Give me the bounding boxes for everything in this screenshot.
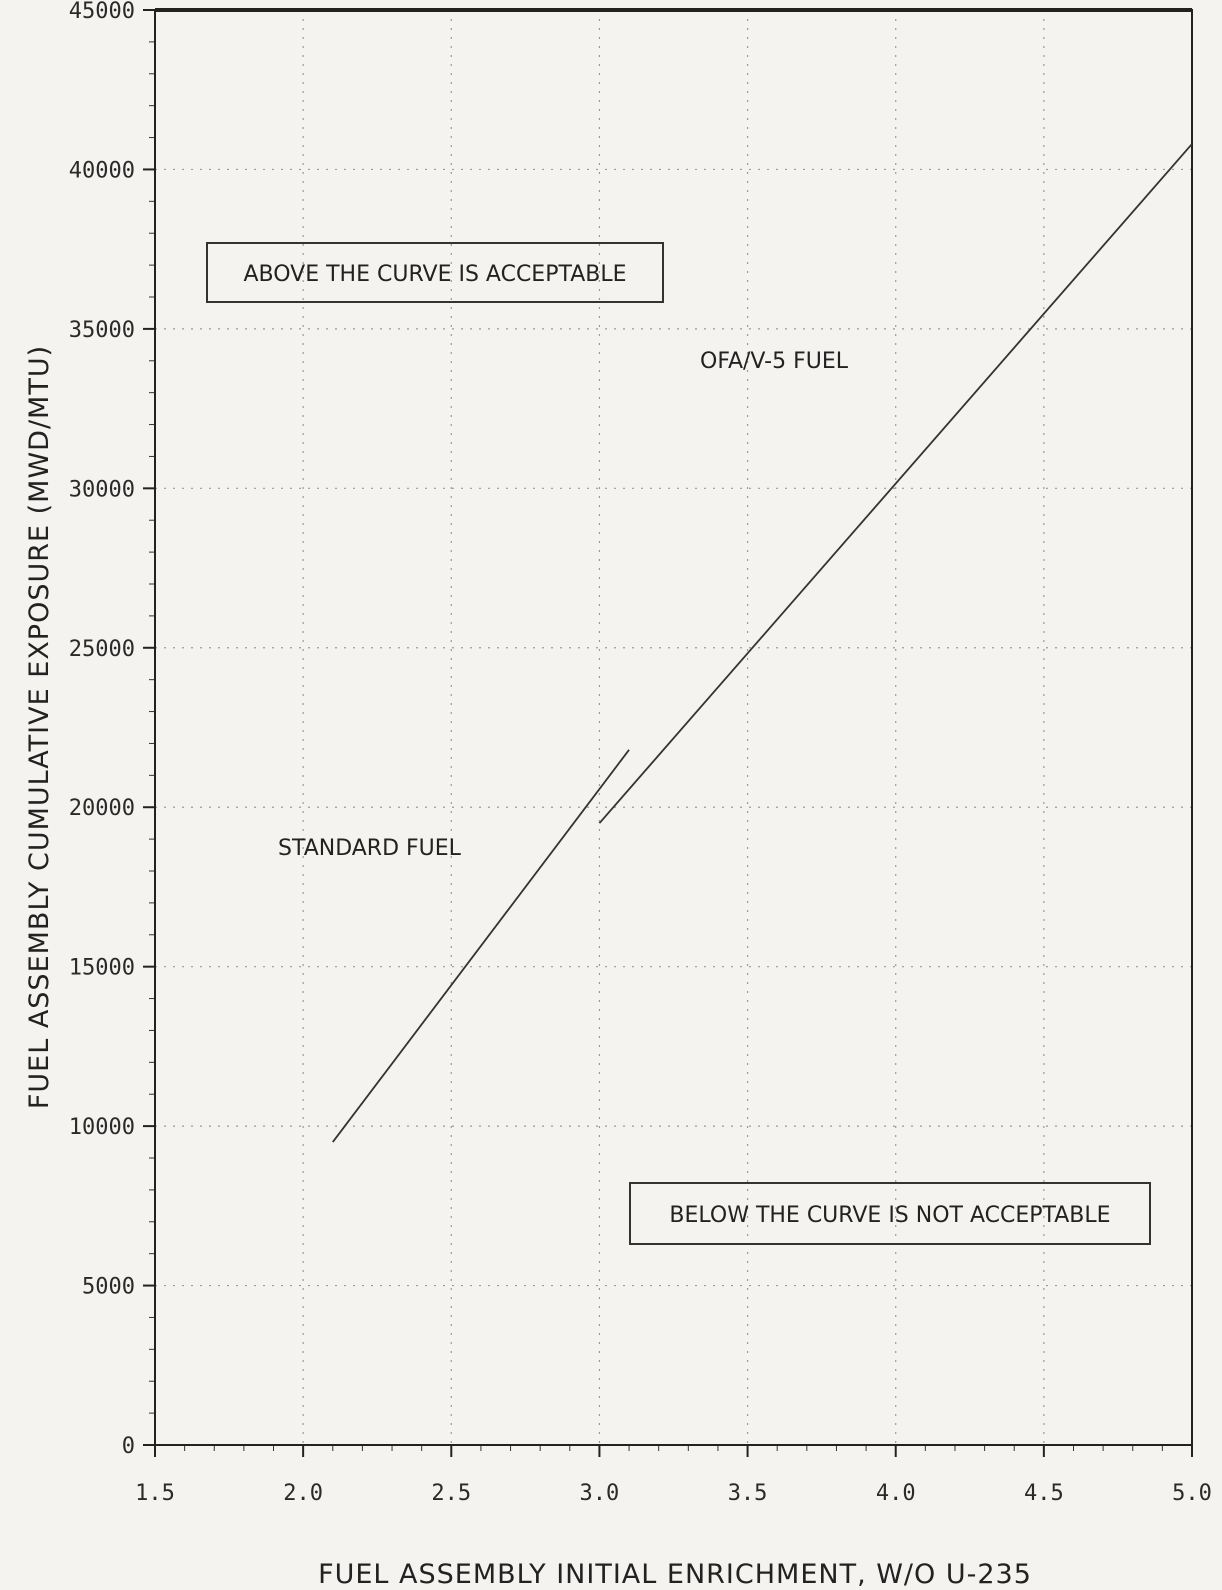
x-tick-label: 2.5 [431, 1481, 471, 1506]
y-tick-label: 25000 [69, 637, 135, 662]
series-label-standard: STANDARD FUEL [278, 836, 462, 861]
x-tick-label: 3.0 [580, 1481, 620, 1506]
series-lines [332, 143, 1193, 1143]
x-tick-label: 4.0 [876, 1481, 916, 1506]
y-tick-labels: 0 5000 10000 15000 20000 25000 30000 35000 40000… [69, 0, 155, 1459]
y-tick-label: 5000 [82, 1275, 135, 1300]
below-curve-annotation: BELOW THE CURVE IS NOT ACCEPTABLE [669, 1203, 1110, 1228]
below-curve-box [629, 1182, 1151, 1245]
x-tick-labels: 1.5 2.0 2.5 3.0 3.5 4.0 4.5 5.0 [135, 1445, 1212, 1506]
x-tick-label: 1.5 [135, 1481, 175, 1506]
series-line-standard-fuel [332, 749, 630, 1143]
x-tick-label: 4.5 [1024, 1481, 1064, 1506]
y-axis-title: FUEL ASSEMBLY CUMULATIVE EXPOSURE (MWD/M… [24, 345, 55, 1109]
x-tick-label: 5.0 [1172, 1481, 1212, 1506]
above-curve-box [206, 242, 664, 303]
grid [155, 10, 1192, 1445]
minor-ticks [149, 9, 1193, 1451]
y-tick-label: 10000 [69, 1115, 135, 1140]
y-tick-label: 45000 [69, 0, 135, 24]
y-tick-label: 20000 [69, 796, 135, 821]
y-tick-label: 35000 [69, 318, 135, 343]
x-tick-label: 2.0 [283, 1481, 323, 1506]
x-axis-title: FUEL ASSEMBLY INITIAL ENRICHMENT, W/O U-… [318, 1559, 1032, 1590]
series-line-ofa-v5-fuel [598, 143, 1193, 824]
y-tick-label: 15000 [69, 956, 135, 981]
series-label-ofa: OFA/V-5 FUEL [700, 349, 849, 374]
plot-frame [154, 9, 1193, 1446]
above-curve-annotation: ABOVE THE CURVE IS ACCEPTABLE [243, 262, 626, 287]
y-tick-label: 0 [122, 1434, 135, 1459]
plot-top-border [155, 8, 1192, 12]
y-tick-label: 40000 [69, 158, 135, 183]
x-tick-label: 3.5 [728, 1481, 768, 1506]
y-tick-label: 30000 [69, 477, 135, 502]
